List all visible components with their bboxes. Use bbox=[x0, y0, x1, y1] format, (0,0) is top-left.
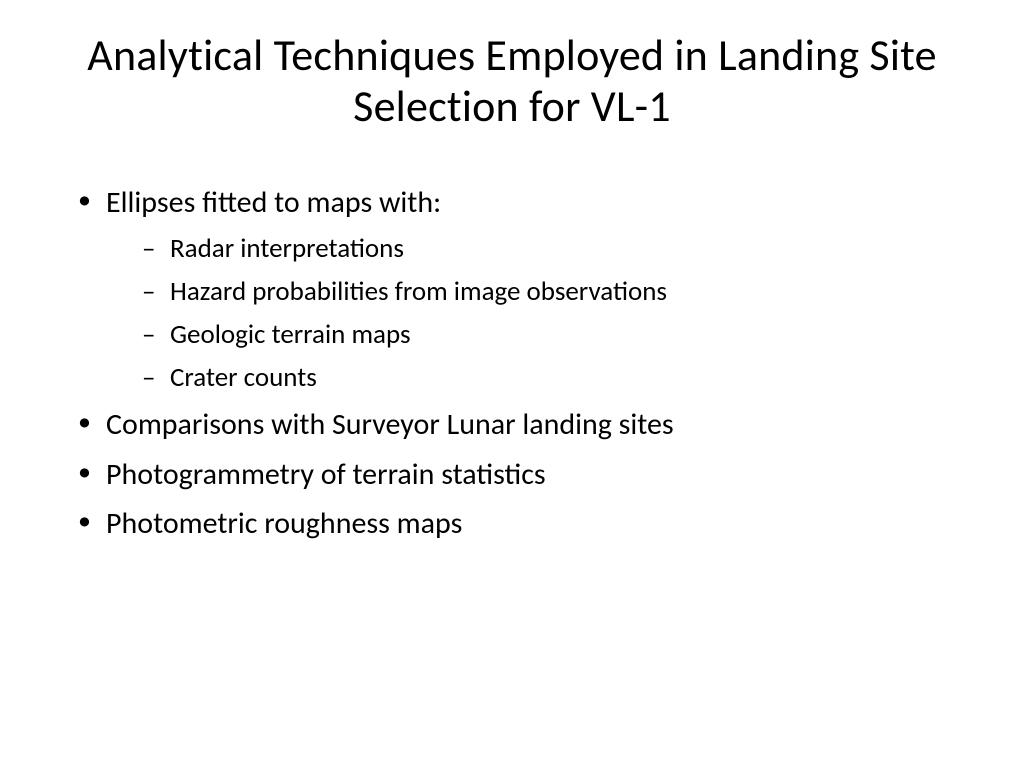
bullet-text: Photometric roughness maps bbox=[106, 505, 462, 542]
bullet-text: Ellipses fitted to maps with: bbox=[106, 184, 441, 221]
slide: Analytical Techniques Employed in Landin… bbox=[0, 0, 1024, 768]
bullet-item: Photogrammetry of terrain statistics bbox=[70, 453, 954, 497]
bullet-item: Comparisons with Surveyor Lunar landing … bbox=[70, 403, 954, 447]
sub-bullet-text: Crater counts bbox=[170, 361, 317, 394]
sub-bullet-item: Geologic terrain maps bbox=[106, 315, 954, 354]
sub-bullet-text: Geologic terrain maps bbox=[170, 318, 411, 351]
bullet-text: Photogrammetry of terrain statistics bbox=[106, 456, 546, 493]
bullet-list-level1: Ellipses fitted to maps with: Radar inte… bbox=[70, 181, 954, 546]
sub-bullet-text: Hazard probabilities from image observat… bbox=[170, 275, 667, 308]
bullet-item: Ellipses fitted to maps with: Radar inte… bbox=[70, 181, 954, 397]
bullet-item: Photometric roughness maps bbox=[70, 502, 954, 546]
slide-title: Analytical Techniques Employed in Landin… bbox=[70, 30, 954, 131]
bullet-list-level2: Radar interpretations Hazard probabiliti… bbox=[106, 229, 954, 398]
sub-bullet-text: Radar interpretations bbox=[170, 232, 404, 265]
slide-body: Ellipses fitted to maps with: Radar inte… bbox=[70, 181, 954, 546]
sub-bullet-item: Hazard probabilities from image observat… bbox=[106, 272, 954, 311]
sub-bullet-item: Crater counts bbox=[106, 358, 954, 397]
sub-bullet-item: Radar interpretations bbox=[106, 229, 954, 268]
bullet-text: Comparisons with Surveyor Lunar landing … bbox=[106, 406, 674, 443]
